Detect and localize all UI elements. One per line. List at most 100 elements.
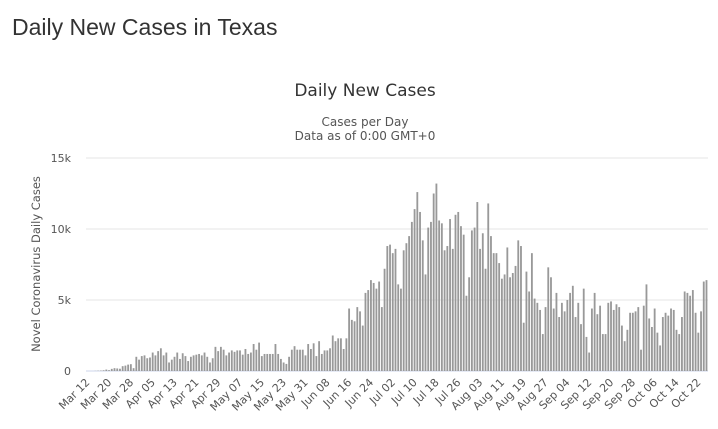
bar [550, 277, 552, 371]
bar [410, 221, 413, 371]
bar [192, 355, 195, 371]
bar [533, 298, 536, 371]
bar [577, 302, 580, 371]
bar [479, 248, 481, 371]
bar [206, 356, 209, 371]
bar [691, 290, 694, 371]
bar [536, 302, 539, 371]
y-tick-label: 5k [58, 294, 72, 307]
bar [629, 312, 632, 371]
bar [263, 353, 266, 371]
bar [511, 273, 514, 371]
bar [481, 233, 484, 371]
bar [661, 317, 664, 371]
bar [640, 349, 642, 371]
bar [645, 284, 648, 371]
bar [318, 341, 321, 371]
bar [230, 350, 233, 371]
bar [181, 353, 184, 371]
bar [255, 349, 258, 371]
bar [530, 253, 533, 371]
bar [312, 343, 315, 371]
bar [108, 370, 110, 371]
bar [282, 362, 285, 371]
bar [184, 356, 187, 371]
bar [340, 338, 342, 371]
bar [293, 346, 296, 371]
bar [389, 244, 391, 371]
bar [173, 356, 176, 371]
bar [626, 329, 629, 371]
bar [105, 369, 108, 371]
bar [593, 292, 596, 371]
bar [416, 192, 419, 371]
bar [151, 352, 154, 371]
bar [277, 353, 280, 371]
bar [179, 358, 181, 371]
bar [631, 312, 634, 371]
bar [219, 346, 222, 371]
bar [187, 361, 190, 371]
bar [146, 358, 149, 371]
bar [143, 355, 146, 371]
bar [544, 307, 547, 371]
bar [528, 291, 531, 371]
bar [634, 311, 637, 371]
bar [239, 350, 241, 371]
bar [129, 364, 132, 371]
bar [350, 319, 353, 371]
bar [495, 253, 498, 371]
bar [517, 240, 520, 371]
bar [585, 336, 588, 371]
bar [198, 353, 200, 371]
bar [209, 362, 211, 371]
bar [642, 305, 645, 371]
bar [225, 355, 228, 371]
bar [138, 359, 140, 371]
bar [702, 281, 705, 371]
chart-subtitle: Cases per Day [322, 115, 409, 129]
bar [569, 292, 571, 371]
bar [391, 253, 394, 371]
bar [574, 317, 577, 371]
bar [596, 314, 599, 371]
bar [140, 356, 143, 371]
bar [236, 350, 239, 371]
bar [522, 322, 525, 371]
bar [214, 346, 217, 371]
bar [667, 315, 670, 371]
bar [451, 248, 454, 371]
bar [539, 309, 541, 371]
bar [470, 230, 473, 371]
bar [438, 220, 441, 371]
bar [367, 290, 370, 371]
bar [520, 246, 522, 371]
bar [320, 353, 323, 371]
bar [457, 211, 460, 371]
bar [430, 221, 432, 371]
y-axis-label: Novel Coronavirus Daily Cases [29, 176, 43, 352]
bar [689, 295, 692, 371]
bar [694, 312, 697, 371]
bar [697, 332, 700, 371]
bar [372, 282, 375, 371]
bar [514, 265, 517, 371]
bar [590, 308, 593, 371]
bar [359, 311, 361, 371]
bar [345, 338, 348, 371]
bar [241, 354, 244, 371]
bar [402, 250, 405, 371]
bar [386, 246, 389, 371]
bar [301, 349, 304, 371]
bar [678, 334, 681, 371]
bar [154, 355, 157, 371]
bar [700, 311, 702, 371]
bar [228, 352, 230, 371]
bar [353, 321, 356, 371]
bar [571, 285, 574, 371]
bar [509, 277, 511, 371]
bar [378, 281, 381, 371]
bar [681, 317, 683, 371]
bar [683, 291, 686, 371]
